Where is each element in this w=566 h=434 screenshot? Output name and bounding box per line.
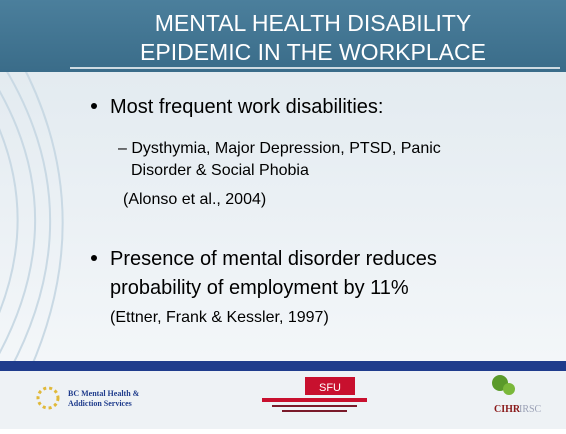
logo-sfu: SFU — [262, 377, 367, 412]
decoration — [0, 59, 64, 371]
bullet-dot — [91, 103, 97, 109]
logo-text: SFU — [319, 382, 341, 394]
sub-bullet: Disorder & Social Phobia — [131, 162, 309, 179]
citation: (Alonso et al., 2004) — [123, 191, 266, 208]
logo-text: Addiction Services — [68, 399, 132, 408]
bullet-text: probability of employment by 11% — [110, 277, 409, 299]
bullet-dot — [91, 255, 97, 261]
logo-bcmhas: BC Mental Health & Addiction Services — [36, 386, 140, 410]
citation: (Ettner, Frank & Kessler, 1997) — [110, 309, 329, 326]
sub-bullet: – Dysthymia, Major Depression, PTSD, Pan… — [118, 140, 441, 157]
title-line: EPIDEMIC IN THE WORKPLACE — [140, 39, 486, 65]
bullet-text: Most frequent work disabilities: — [110, 96, 383, 118]
title-band — [0, 0, 566, 72]
title-line: MENTAL HEALTH DISABILITY — [155, 10, 472, 36]
bullet-text: Presence of mental disorder reduces — [110, 248, 437, 270]
logo-text: IRSC — [519, 404, 542, 415]
logo-cihr: CIHR IRSC — [492, 375, 542, 415]
logo-text: BC Mental Health & — [68, 389, 140, 398]
logo-text: CIHR — [494, 404, 521, 415]
footer-band — [0, 361, 566, 371]
